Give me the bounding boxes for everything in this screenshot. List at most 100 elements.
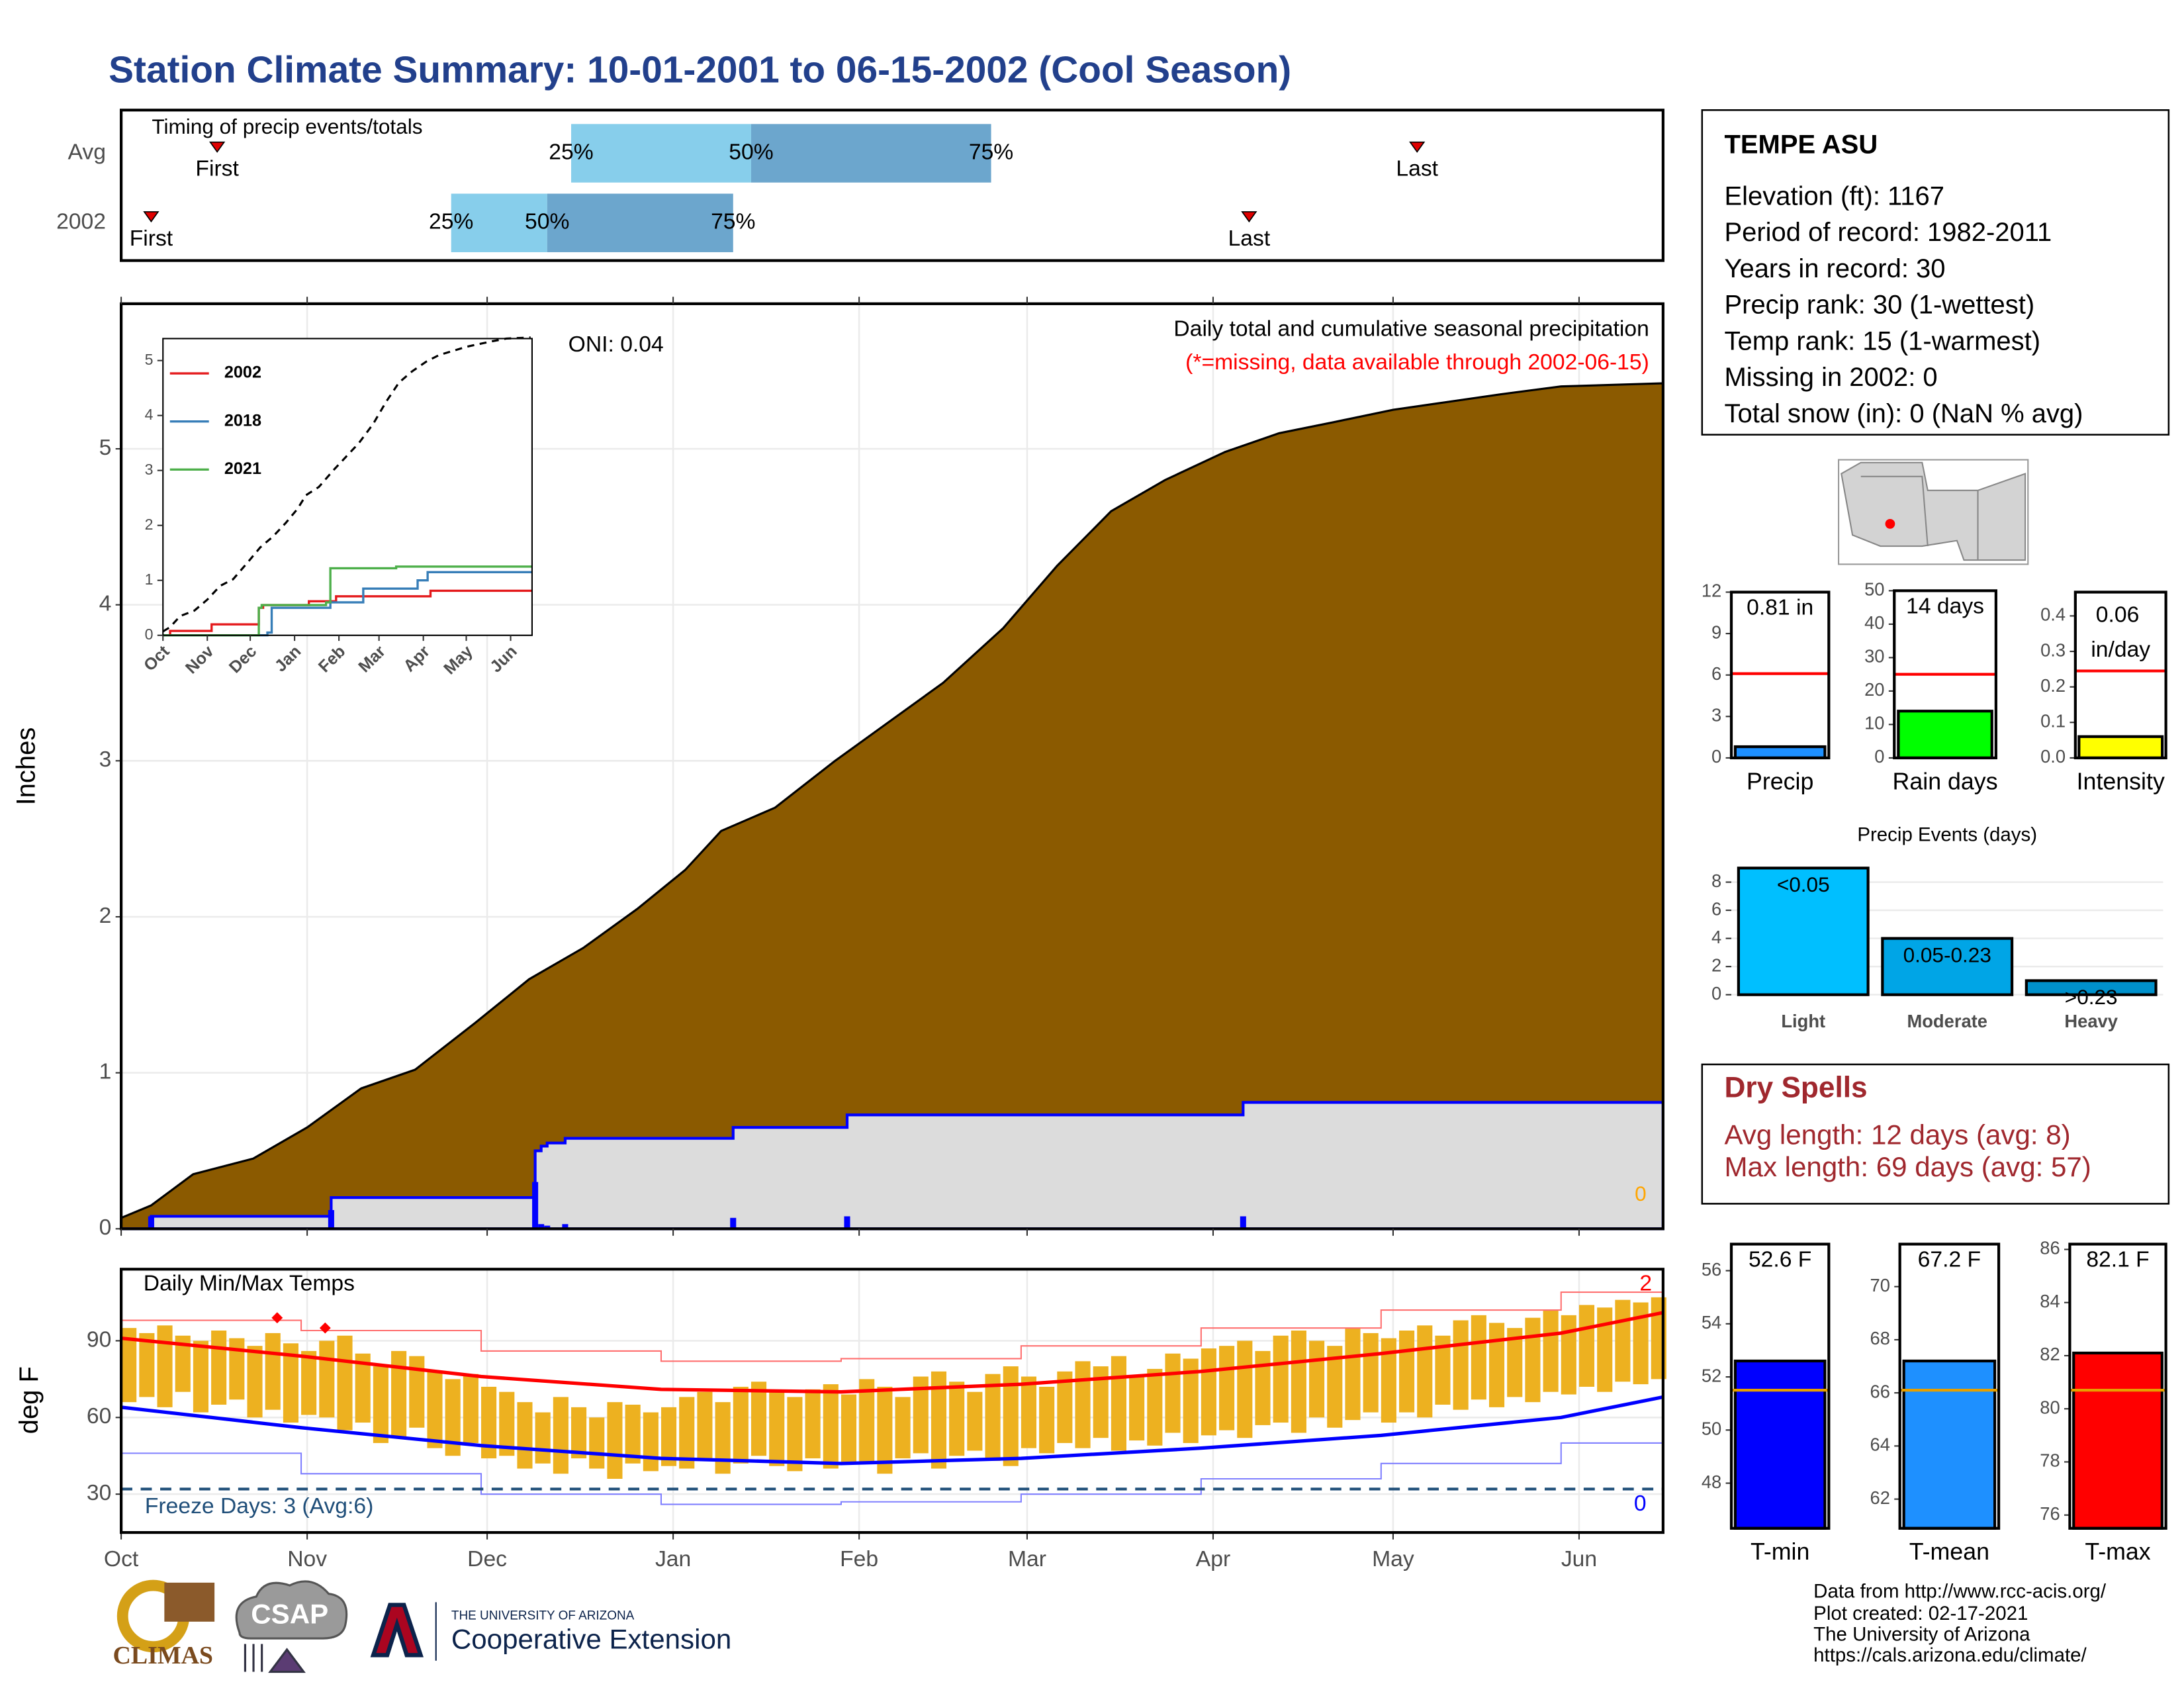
temp-range-bar [660,1407,677,1466]
temp-range-bar [1111,1356,1126,1451]
percentile-label: 75% [969,140,1013,164]
bar [1902,1359,1997,1530]
y-tick-label: 2 [145,516,154,533]
panel-subtitle: Daily total and cumulative seasonal prec… [1173,317,1649,342]
event-marker [1409,141,1426,153]
temp-range-bar [1003,1366,1019,1466]
plot-frame [119,302,1664,1231]
category-label: T-mean [1909,1538,1989,1565]
panel-title: Precip Events (days) [1857,824,2037,846]
event-marker [208,141,226,153]
page-title: Station Climate Summary: 10-01-2001 to 0… [109,49,1291,91]
series-line [163,565,532,637]
x-tick-label: May [1372,1547,1414,1571]
temp-range-bar [1327,1346,1343,1428]
climas-emblem [164,1582,215,1622]
bar [2077,735,2164,760]
category-label: Light [1781,1011,1825,1031]
temp-range-bar [1543,1310,1559,1392]
daily-precip-bar [844,1216,850,1229]
temp-range-bar [805,1389,821,1459]
y-tick-label: 54 [1702,1312,1721,1333]
dry-spells-line: Max length: 69 days (avg: 57) [1724,1151,2091,1182]
y-tick-label: 40 [1864,612,1884,633]
category-label: T-min [1751,1538,1809,1565]
timing-bar [751,124,991,183]
bar [2025,979,2158,996]
y-tick-label: 76 [2040,1503,2060,1524]
y-tick-label: 0.1 [2040,711,2066,731]
legend-label: 2018 [224,411,261,430]
bin-label: <0.05 [1777,872,1830,896]
x-tick-label: Jan [655,1547,691,1571]
y-tick-label: 0 [99,1215,112,1240]
temp-range-bar [769,1391,785,1466]
bar [2072,1351,2163,1530]
percentile-label: 25% [429,210,473,234]
temp-range-bar [265,1333,281,1410]
y-tick-label: 30 [1864,646,1884,667]
temp-range-bar [967,1391,983,1451]
timing-bar [547,193,733,252]
x-tick-label: Feb [840,1547,878,1571]
temp-range-bar [391,1350,407,1438]
y-tick-label: 12 [1702,581,1721,601]
temp-range-bar [427,1371,443,1448]
y-tick-label: 0.4 [2040,604,2066,625]
y-tick-label: 3 [145,461,154,478]
extension-name: Cooperative Extension [451,1623,731,1654]
temp-range-bar [1435,1335,1451,1405]
panel-note: (*=missing, data available through 2002-… [1185,350,1649,375]
source-note: https://cals.arizona.edu/climate/ [1813,1644,2087,1666]
bar [1737,867,1870,996]
daily-precip-bar [544,1225,551,1229]
dry-spells-box [1701,1063,2170,1205]
y-tick-label: 0.2 [2040,675,2066,696]
temp-range-bar [1615,1299,1631,1382]
temp-range-bar [1597,1307,1613,1392]
temp-range-bar [643,1412,659,1472]
temp-range-bar [625,1404,641,1464]
x-tick-label: Mar [1008,1547,1046,1571]
temp-range-bar [1363,1333,1379,1413]
y-axis-label: Inches [12,727,41,806]
bar [1733,745,1827,760]
y-tick-label: 90 [87,1327,111,1352]
record-low-count: 0 [1634,1491,1647,1516]
y-tick-label: 0 [145,626,154,643]
station-detail: Years in record: 30 [1724,254,1945,283]
x-tick-label: Dec [467,1547,507,1571]
station-detail: Missing in 2002: 0 [1724,363,1937,392]
y-tick-label: 3 [1711,705,1721,726]
y-tick-label: 80 [2040,1397,2060,1417]
y-tick-label: 20 [1864,679,1884,700]
temp-range-bar [895,1397,911,1459]
daily-precip-bar [730,1217,737,1229]
y-tick-label: 50 [1702,1419,1721,1439]
percentile-label: 75% [711,210,755,234]
temp-range-bar [751,1382,767,1456]
missing-count: 0 [1635,1182,1647,1205]
temp-range-bar [211,1331,227,1405]
y-tick-label: 4 [145,406,154,423]
logos: CLIMAS CSAP THE UNIVERSITY OF ARIZONA Co… [113,1579,731,1673]
temp-range-bar [1237,1340,1253,1438]
temp-range-bar [1345,1328,1361,1421]
legend-label: 2002 [224,363,261,382]
y-tick-label: 5 [145,351,154,368]
temp-range-bar [1578,1305,1595,1387]
daily-precip-bar [532,1182,539,1229]
temp-range-bar [570,1407,587,1459]
y-tick-label: 70 [1870,1275,1890,1295]
event-label: First [130,226,173,251]
y-tick-label: 52 [1702,1365,1721,1385]
temp-range-bar [229,1338,245,1400]
temp-range-bar [679,1397,695,1469]
temp-range-bar [301,1350,317,1415]
y-tick-label: 1 [145,571,154,588]
daily-precip-bar [148,1216,154,1229]
temp-range-bar [319,1340,335,1418]
temp-range-bar [1507,1328,1523,1397]
